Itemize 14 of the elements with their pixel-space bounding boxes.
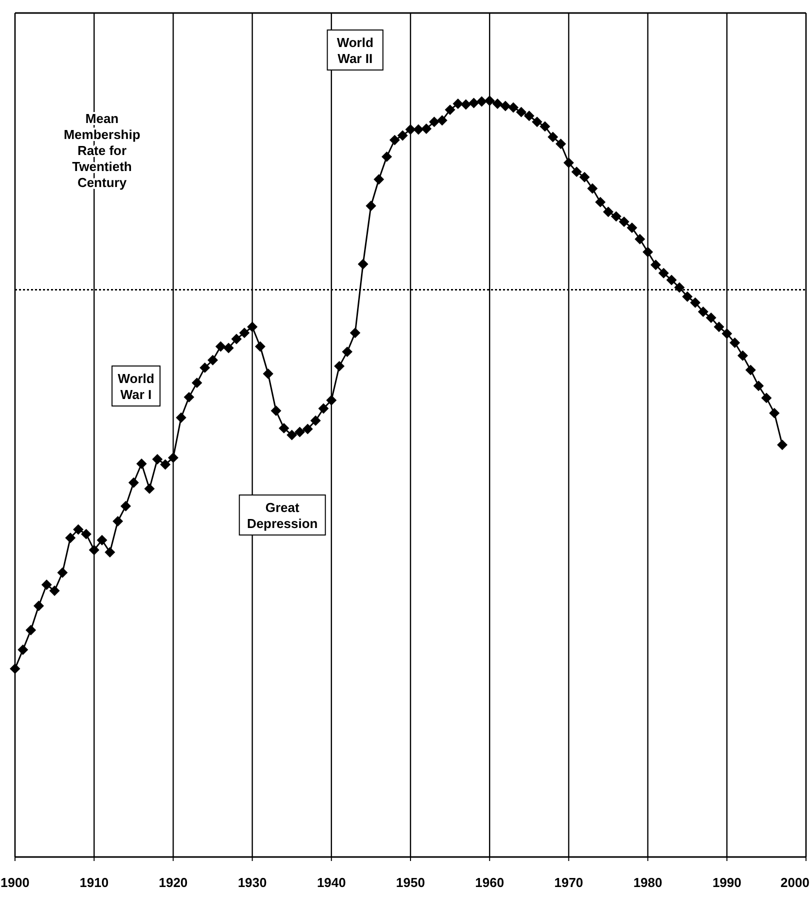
text: World War II: [336, 35, 374, 66]
annotation: World War I: [118, 371, 154, 402]
x-tick-label: 1970: [554, 875, 584, 890]
x-tick-label: 1960: [475, 875, 504, 890]
x-tick-label: 2000: [780, 875, 810, 890]
x-tick-label: 1990: [712, 875, 742, 890]
x-tick-label: 1910: [80, 875, 109, 890]
x-tick-label: 1930: [238, 875, 267, 890]
x-tick-label: 1940: [316, 875, 346, 890]
annotation: Great Depression: [246, 500, 318, 531]
x-tick-label: 1900: [0, 875, 30, 890]
x-tick-label: 1980: [633, 875, 662, 890]
x-tick-label: 1950: [396, 875, 425, 890]
x-tick-label: 1920: [158, 875, 188, 890]
